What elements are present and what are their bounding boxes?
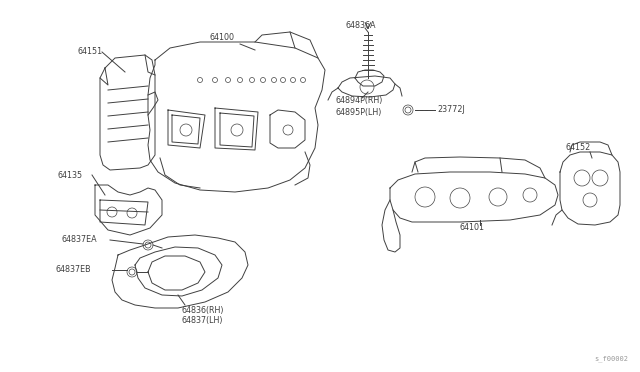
Text: 64100: 64100 <box>210 33 235 42</box>
Text: 64135: 64135 <box>58 170 83 180</box>
Text: 64837EB: 64837EB <box>55 266 91 275</box>
Text: 64895P(LH): 64895P(LH) <box>335 108 381 116</box>
Text: 64837EA: 64837EA <box>62 235 98 244</box>
Text: 64836A: 64836A <box>345 20 376 29</box>
Text: 64101: 64101 <box>460 224 485 232</box>
Text: s_f00002: s_f00002 <box>594 355 628 362</box>
Text: 64151: 64151 <box>78 48 103 57</box>
Text: 64836(RH): 64836(RH) <box>182 305 225 314</box>
Text: 64152: 64152 <box>565 144 590 153</box>
Text: 64837(LH): 64837(LH) <box>182 315 223 324</box>
Text: 64894P(RH): 64894P(RH) <box>335 96 382 105</box>
Text: 23772J: 23772J <box>437 106 465 115</box>
